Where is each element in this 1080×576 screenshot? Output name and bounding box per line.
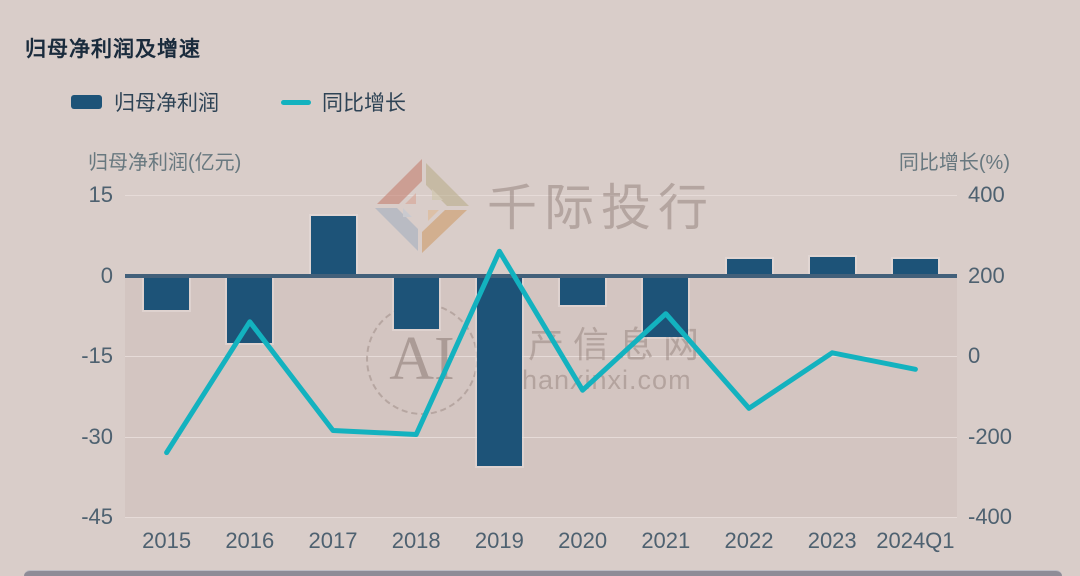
bar-series-swatch [71, 95, 102, 109]
right-tick-400: 400 [968, 182, 1005, 207]
bar-2023 [809, 256, 855, 276]
bar-2015 [144, 275, 190, 311]
bar-2016 [227, 275, 273, 343]
right-tick-0: 0 [968, 343, 981, 368]
gridline--15 [125, 356, 957, 357]
x-label-2021: 2021 [641, 528, 691, 553]
gridline--30 [125, 436, 957, 438]
left-tick--45: -45 [81, 504, 113, 529]
x-label-2024Q1: 2024Q1 [876, 528, 955, 553]
gridline-15 [125, 195, 957, 196]
left-tick-15: 15 [88, 182, 113, 207]
bottom-strip [24, 570, 1062, 576]
x-label-2015: 2015 [142, 528, 192, 553]
x-label-2016: 2016 [225, 528, 275, 553]
x-label-2017: 2017 [308, 528, 358, 553]
right-axis-title: 同比增长(%) [898, 152, 1010, 174]
chart-title: 归母净利润及增速 [25, 38, 201, 61]
left-tick-0: 0 [100, 262, 113, 288]
plot-area [125, 195, 957, 518]
x-label-2018: 2018 [391, 528, 441, 553]
legend-line-label: 同比增长 [322, 92, 406, 115]
bar-2022 [726, 259, 772, 276]
left-axis-title: 归母净利润(亿元) [88, 152, 242, 174]
growth-line [164, 248, 918, 456]
bar-2020 [560, 275, 606, 306]
legend-item-growth: 同比增长 [219, 87, 406, 117]
bar-2018 [393, 275, 439, 330]
legend: 归母净利润 同比增长 [71, 92, 406, 115]
right-tick--400: -400 [968, 504, 1013, 529]
x-label-2023: 2023 [807, 528, 857, 553]
line-series-swatch [281, 99, 311, 105]
zero-baseline [125, 273, 957, 278]
legend-bar-label: 归母净利润 [114, 92, 219, 115]
x-label-2022: 2022 [724, 528, 774, 553]
bar-2024Q1 [892, 259, 938, 276]
gridline--45 [125, 517, 957, 518]
legend-item-net-profit: 归母净利润 [71, 87, 219, 117]
x-label-2019: 2019 [474, 528, 524, 553]
bar-2019 [476, 275, 522, 467]
bar-2017 [310, 216, 356, 276]
left-tick--15: -15 [81, 343, 113, 368]
left-tick--30: -30 [81, 423, 113, 449]
right-tick--200: -200 [968, 423, 1013, 449]
x-label-2020: 2020 [558, 528, 608, 553]
right-tick-200: 200 [968, 262, 1005, 288]
